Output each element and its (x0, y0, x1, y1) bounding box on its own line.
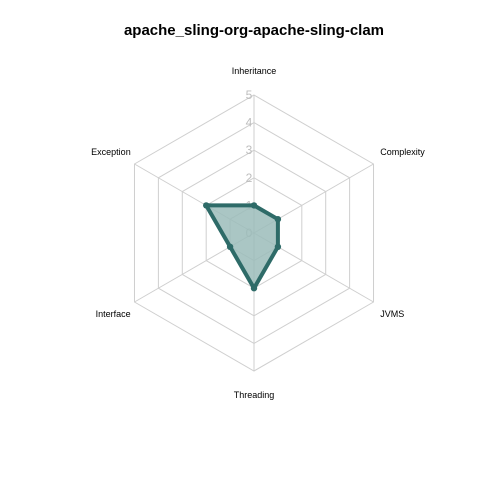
tick-label: 4 (246, 116, 253, 130)
axis-label: Interface (96, 309, 131, 319)
tick-label: 2 (246, 171, 253, 185)
data-point (250, 202, 258, 209)
chart-title: apache_sling-org-apache-sling-clam (124, 22, 384, 39)
data-point (226, 243, 234, 250)
axis-label: JVMS (380, 309, 404, 319)
series-area (204, 203, 280, 291)
axis-label: Threading (234, 390, 275, 400)
axis-label: Complexity (380, 147, 425, 157)
axis-label: Inheritance (232, 66, 277, 76)
tick-label: 3 (246, 143, 253, 157)
data-point (274, 216, 282, 223)
radar-labels: Inheritance Complexity JVMS Threading Interf… (91, 66, 425, 400)
data-point (274, 243, 282, 250)
data-point (250, 285, 258, 292)
tick-label: 5 (246, 88, 253, 102)
data-point (202, 202, 210, 209)
radar-data (202, 202, 282, 292)
axis-label: Exception (91, 147, 131, 157)
